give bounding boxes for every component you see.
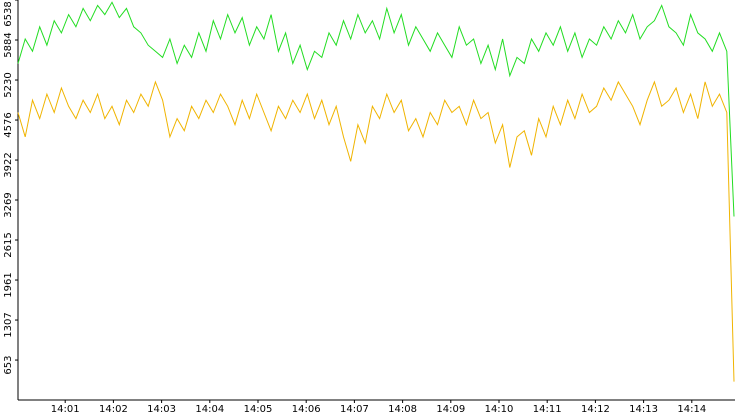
- x-tick-label: 14:03: [147, 404, 176, 415]
- x-tick-label: 14:01: [51, 404, 80, 415]
- y-tick-label: 653: [3, 356, 14, 375]
- y-tick-label: 2615: [3, 232, 14, 257]
- x-tick-label: 14:14: [677, 404, 706, 415]
- series-line: [17, 1, 735, 217]
- x-tick-label: 14:05: [244, 404, 273, 415]
- x-tick-label: 14:04: [195, 404, 224, 415]
- x-tick-label: 14:10: [485, 404, 514, 415]
- x-tick-label: 14:07: [340, 404, 369, 415]
- x-tick-label: 14:02: [99, 404, 128, 415]
- series-line: [17, 80, 735, 382]
- y-tick-label: 5884: [3, 32, 14, 57]
- x-tick-label: 14:06: [292, 404, 321, 415]
- y-tick-label: 3269: [3, 192, 14, 217]
- x-tick-label: 14:11: [533, 404, 562, 415]
- x-tick-label: 14:08: [388, 404, 417, 415]
- x-tick-label: 14:13: [629, 404, 658, 415]
- y-tick-label: 1961: [3, 272, 14, 297]
- y-tick-label: 1307: [3, 312, 14, 337]
- x-tick-label: 14:12: [581, 404, 610, 415]
- y-tick-label: 6538: [3, 1, 14, 26]
- y-tick-label: 3922: [3, 152, 14, 177]
- y-tick-label: 5230: [3, 72, 14, 97]
- y-tick-label: 4576: [3, 112, 14, 137]
- x-tick-label: 14:09: [436, 404, 465, 415]
